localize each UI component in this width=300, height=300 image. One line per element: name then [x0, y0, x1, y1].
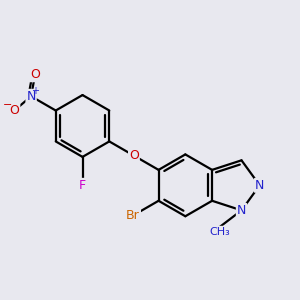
Text: N: N: [237, 204, 246, 217]
Text: O: O: [10, 104, 20, 117]
Text: F: F: [79, 179, 86, 192]
Text: N: N: [26, 90, 36, 103]
Text: O: O: [129, 149, 139, 162]
Text: N: N: [255, 179, 264, 192]
Text: O: O: [30, 68, 40, 81]
Text: +: +: [32, 86, 40, 96]
Text: −: −: [3, 100, 13, 110]
Text: Br: Br: [126, 209, 140, 222]
Text: CH₃: CH₃: [209, 227, 230, 237]
